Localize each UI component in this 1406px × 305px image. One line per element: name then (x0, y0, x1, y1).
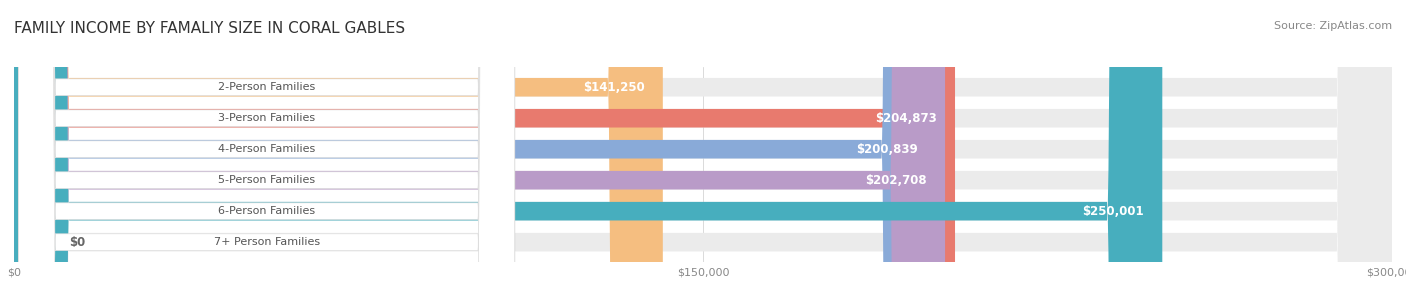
FancyBboxPatch shape (14, 0, 955, 305)
FancyBboxPatch shape (14, 0, 945, 305)
Text: 4-Person Families: 4-Person Families (218, 144, 315, 154)
Text: $204,873: $204,873 (875, 112, 936, 125)
Text: $200,839: $200,839 (856, 143, 918, 156)
FancyBboxPatch shape (14, 0, 1163, 305)
FancyBboxPatch shape (14, 0, 936, 305)
Text: 5-Person Families: 5-Person Families (218, 175, 315, 185)
FancyBboxPatch shape (14, 0, 1392, 305)
FancyBboxPatch shape (18, 0, 515, 305)
FancyBboxPatch shape (14, 0, 662, 305)
FancyBboxPatch shape (14, 0, 1392, 305)
FancyBboxPatch shape (18, 0, 515, 305)
FancyBboxPatch shape (14, 0, 1392, 305)
Text: $202,708: $202,708 (865, 174, 927, 187)
Text: FAMILY INCOME BY FAMALIY SIZE IN CORAL GABLES: FAMILY INCOME BY FAMALIY SIZE IN CORAL G… (14, 21, 405, 36)
Text: $250,001: $250,001 (1083, 205, 1144, 218)
FancyBboxPatch shape (14, 0, 1392, 305)
FancyBboxPatch shape (18, 0, 515, 305)
FancyBboxPatch shape (18, 0, 515, 305)
Text: 6-Person Families: 6-Person Families (218, 206, 315, 216)
Text: 3-Person Families: 3-Person Families (218, 113, 315, 123)
FancyBboxPatch shape (14, 0, 1392, 305)
Text: 2-Person Families: 2-Person Families (218, 82, 315, 92)
FancyBboxPatch shape (18, 0, 515, 305)
Text: $141,250: $141,250 (582, 81, 644, 94)
FancyBboxPatch shape (14, 0, 1392, 305)
FancyBboxPatch shape (18, 0, 515, 305)
Text: Source: ZipAtlas.com: Source: ZipAtlas.com (1274, 21, 1392, 31)
Text: $0: $0 (69, 236, 86, 249)
Text: 7+ Person Families: 7+ Person Families (214, 237, 319, 247)
